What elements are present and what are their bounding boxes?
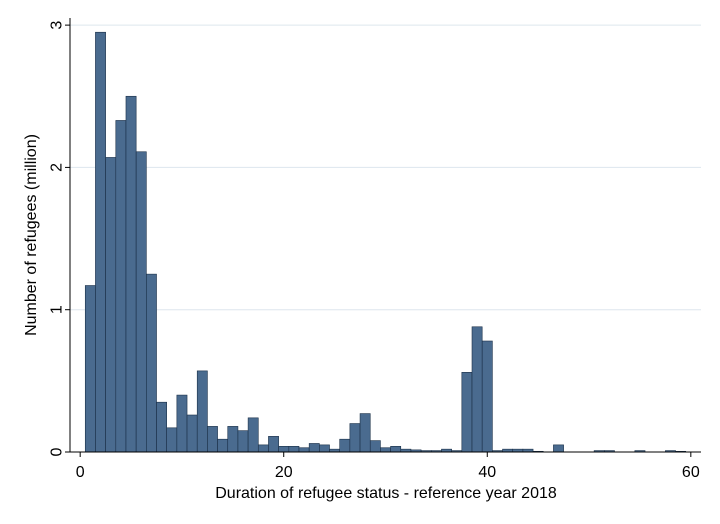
bar-x-9 xyxy=(166,427,178,453)
bar-x-28 xyxy=(359,413,371,453)
bar-x-14 xyxy=(217,438,229,453)
x-axis-title: Duration of refugee status - reference y… xyxy=(215,485,557,502)
x-tick-label-0: 0 xyxy=(76,464,85,481)
y-axis-title: Number of refugees (million) xyxy=(23,134,40,336)
bar-x-7 xyxy=(146,273,157,453)
bar-x-8 xyxy=(156,401,167,453)
bar-x-38 xyxy=(461,372,473,453)
y-tick-label-3: 3 xyxy=(49,21,66,30)
axes-group xyxy=(65,18,701,457)
bar-x-4 xyxy=(115,120,127,453)
bar-x-19 xyxy=(268,436,279,453)
bar-x-24 xyxy=(319,444,330,453)
bar-x-26 xyxy=(339,438,351,453)
bar-x-17 xyxy=(247,417,259,453)
bar-x-2 xyxy=(95,31,106,453)
y-tick-label-0: 0 xyxy=(49,447,66,456)
bar-x-40 xyxy=(481,340,493,453)
bar-x-5 xyxy=(125,95,137,453)
y-tick-label-1: 1 xyxy=(49,305,66,314)
bar-x-6 xyxy=(135,151,147,453)
y-tick-label-2: 2 xyxy=(49,163,66,172)
x-tick-label-60: 60 xyxy=(682,464,700,481)
bar-x-29 xyxy=(369,440,381,453)
bar-x-12 xyxy=(196,370,208,453)
bar-x-10 xyxy=(176,394,188,453)
bar-x-27 xyxy=(349,423,361,453)
bar-x-21 xyxy=(288,446,300,453)
bar-x-30 xyxy=(380,447,391,453)
bar-x-22 xyxy=(298,447,310,453)
grid-lines xyxy=(70,24,701,311)
bar-x-23 xyxy=(308,443,320,453)
bar-x-20 xyxy=(278,446,290,453)
bar-x-16 xyxy=(237,430,249,453)
bar-x-1 xyxy=(84,285,96,453)
bar-x-3 xyxy=(105,157,117,453)
bar-x-15 xyxy=(227,426,239,453)
bar-x-31 xyxy=(390,446,402,453)
x-tick-label-40: 40 xyxy=(478,464,496,481)
bar-x-39 xyxy=(471,326,483,453)
bar-x-18 xyxy=(257,444,269,453)
bar-x-11 xyxy=(186,414,198,453)
x-tick-label-20: 20 xyxy=(275,464,293,481)
bar-x-13 xyxy=(207,426,218,453)
tick-labels-group: 0 1 2 3 0 20 40 60 xyxy=(49,21,700,481)
bar-x-47 xyxy=(553,444,564,453)
